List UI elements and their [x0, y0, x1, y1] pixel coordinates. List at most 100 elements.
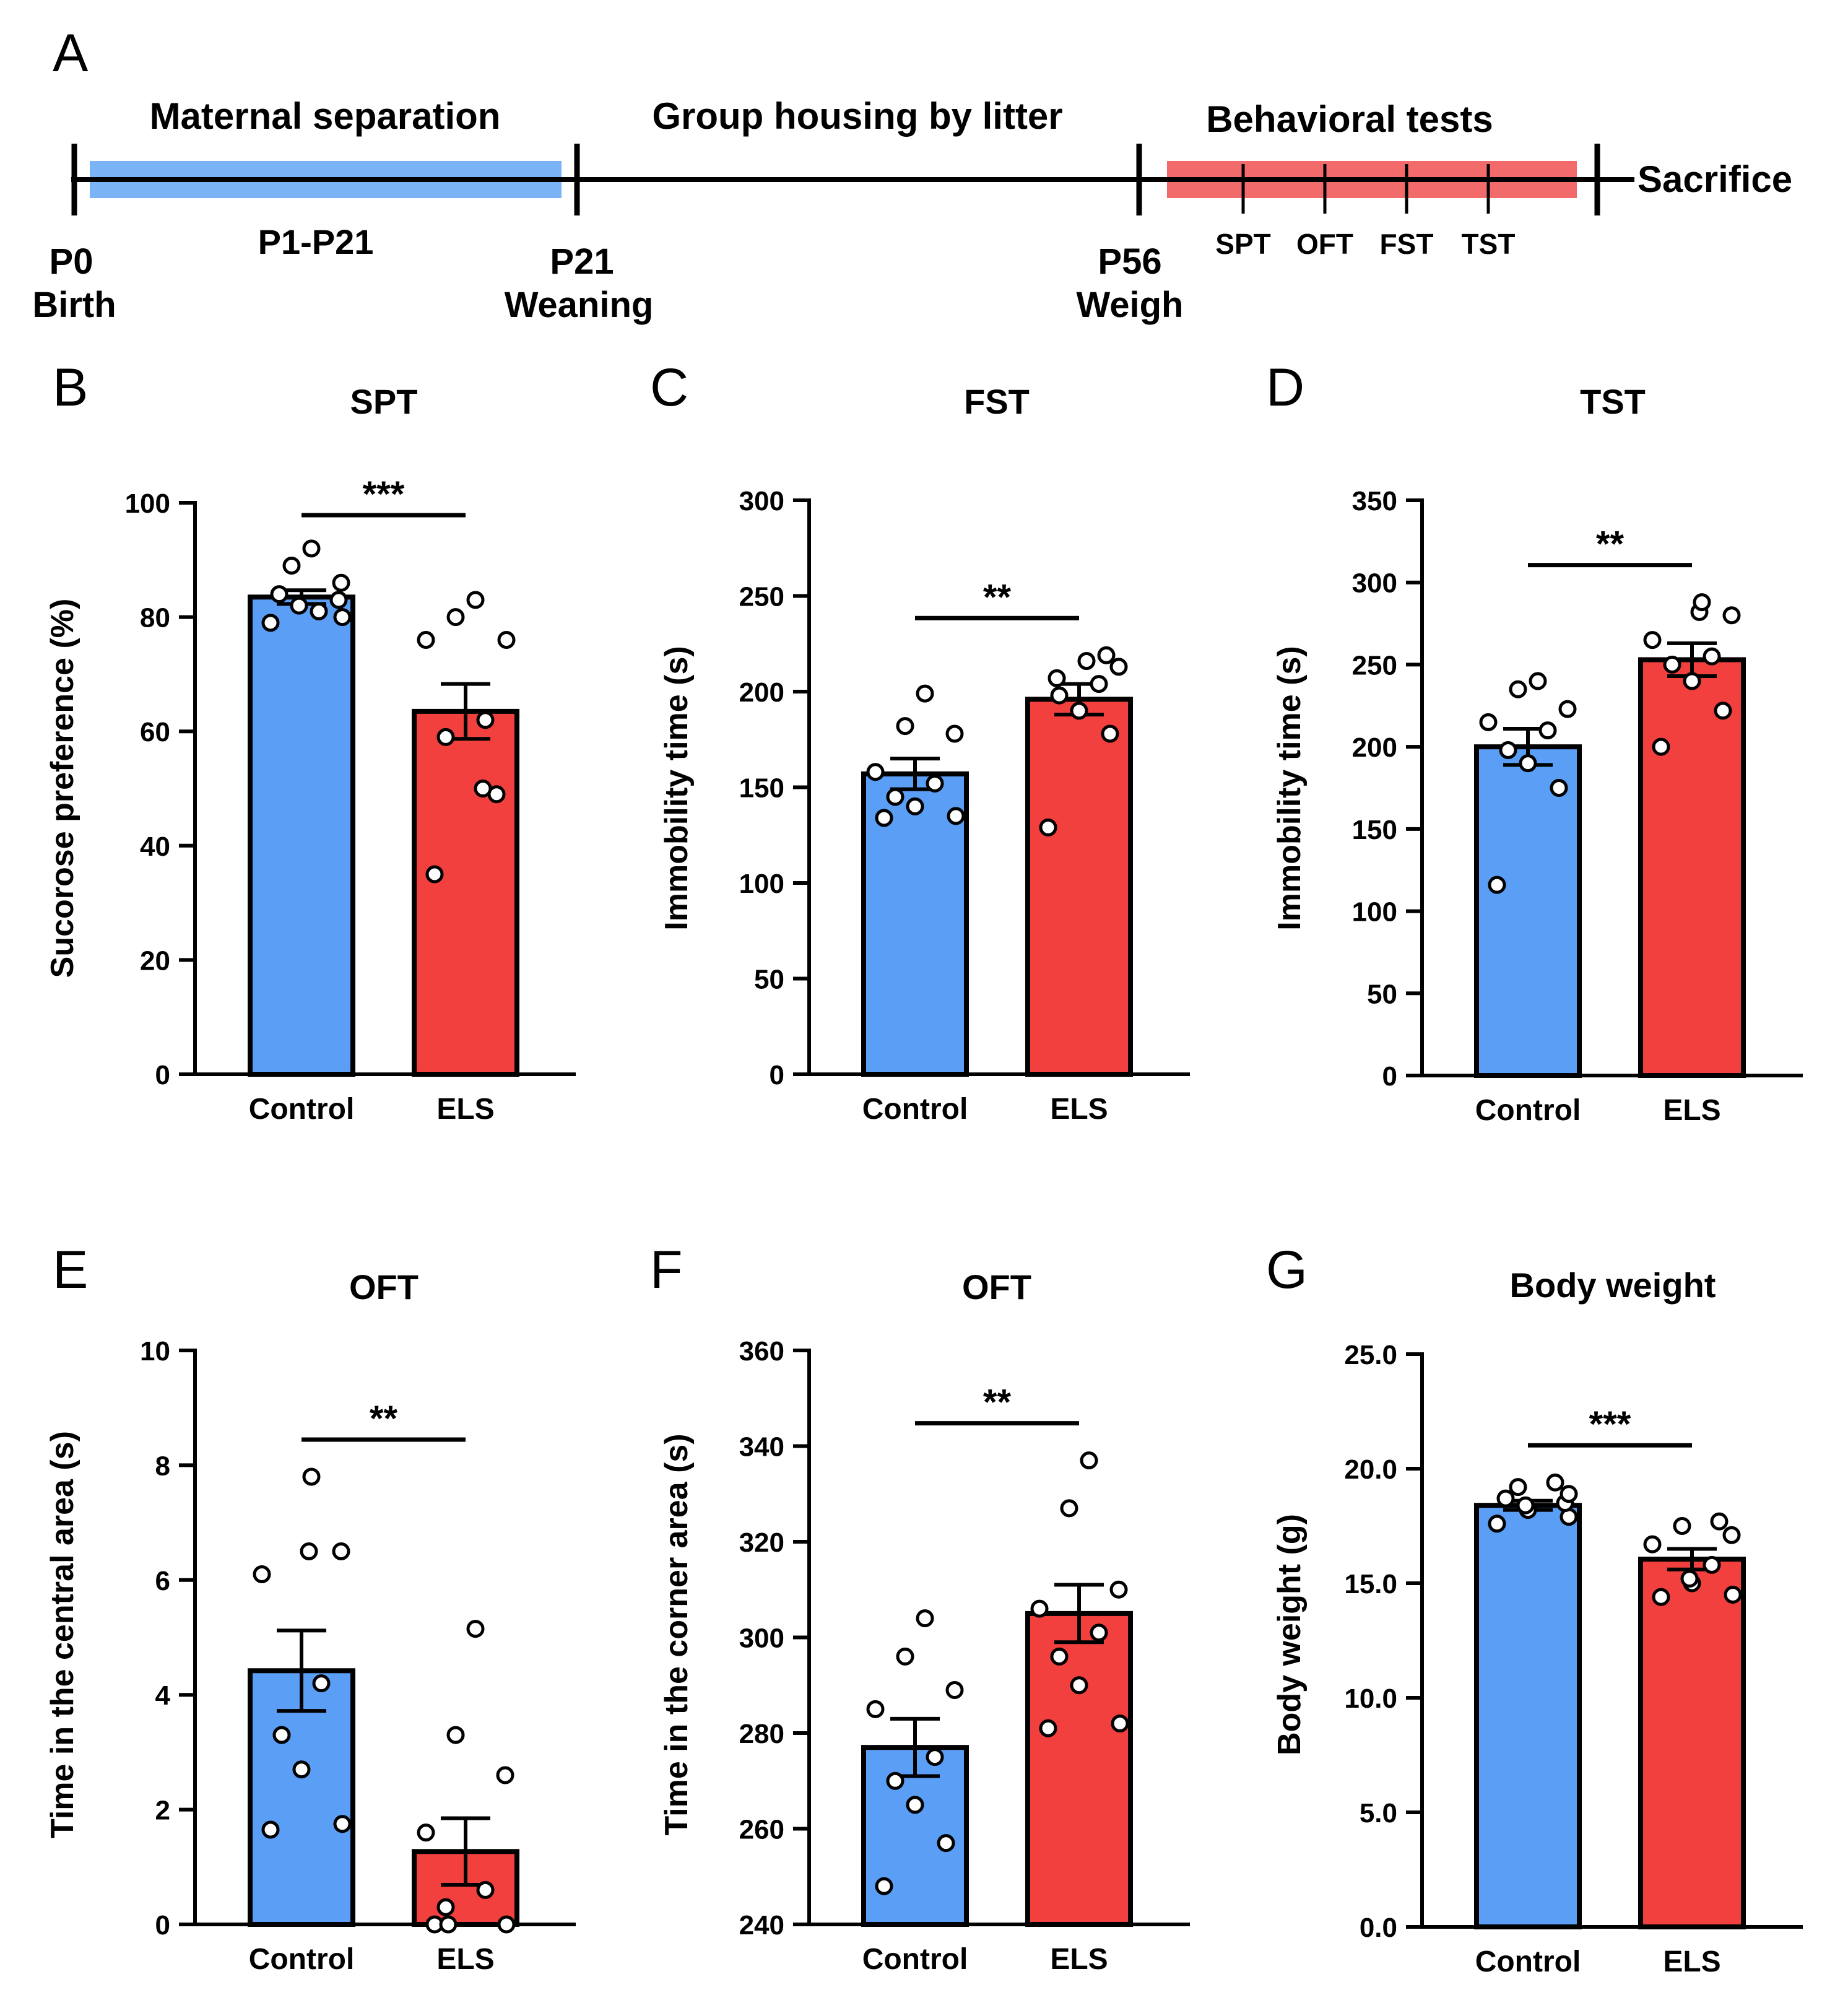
y-tick-label-e: 4 — [155, 1680, 171, 1711]
data-point-c-els — [1090, 675, 1108, 693]
data-point-b-els — [425, 865, 444, 884]
label-sacrifice: Sacrifice — [1638, 159, 1792, 200]
panel-label-c: C — [650, 358, 688, 417]
y-tick-label-g: 15.0 — [1344, 1569, 1397, 1599]
data-point-d-control — [1509, 680, 1527, 698]
data-point-g-els — [1673, 1517, 1691, 1535]
data-point-c-control — [945, 724, 964, 743]
panel-d-chart: D TST Immobility time (s) 0 50 100 150 200 250 30… — [1266, 358, 1803, 1127]
data-point-e-control — [302, 1467, 321, 1486]
data-point-f-els — [1070, 1676, 1088, 1695]
data-point-c-els — [1097, 646, 1116, 664]
y-tick-label-f: 280 — [739, 1719, 784, 1749]
data-point-f-els — [1039, 1719, 1057, 1737]
y-tick-label-b: 80 — [140, 603, 170, 633]
category-label-c-els: ELS — [1050, 1093, 1108, 1126]
data-point-c-control — [916, 684, 934, 703]
data-point-c-els — [1048, 669, 1066, 687]
milestone-day-p0: P0 — [50, 241, 93, 282]
panel-f-chart: F OFT Time in the corner area (s) 240 260 280… — [650, 1240, 1190, 1976]
data-point-g-control — [1546, 1473, 1564, 1492]
y-tick-label-f: 260 — [739, 1815, 784, 1845]
test-label-spt: SPT — [1215, 228, 1270, 260]
bar-b-els — [412, 708, 519, 1077]
y-axis-label-e: Time in the central area (s) — [45, 1431, 80, 1838]
data-point-c-control — [866, 763, 885, 781]
data-point-g-control — [1496, 1489, 1515, 1508]
test-label-fst: FST — [1380, 228, 1434, 260]
data-point-c-els — [1050, 686, 1069, 705]
y-tick-label-b: 20 — [140, 945, 170, 976]
data-point-f-els — [1090, 1623, 1108, 1642]
data-point-c-control — [896, 717, 914, 736]
data-point-c-control — [906, 797, 924, 815]
data-point-b-els — [436, 728, 455, 746]
label-separation-period: P1-P21 — [258, 222, 374, 261]
y-tick-label-e: 6 — [155, 1566, 170, 1596]
data-point-g-control — [1488, 1515, 1506, 1533]
data-point-e-control — [332, 1542, 350, 1560]
y-tick-label-b: 0 — [155, 1060, 170, 1090]
data-point-b-control — [333, 608, 352, 627]
data-point-f-control — [896, 1647, 914, 1666]
category-label-g-control: Control — [1475, 1945, 1581, 1978]
y-tick-label-b: 60 — [140, 717, 170, 747]
data-point-b-els — [476, 711, 495, 729]
y-axis-label-b: Sucorose preference (%) — [45, 599, 80, 978]
data-point-g-els — [1710, 1512, 1729, 1531]
significance-label-d: ** — [1596, 524, 1625, 565]
data-point-f-control — [866, 1700, 885, 1718]
data-point-b-control — [310, 602, 328, 620]
significance-label-g: *** — [1589, 1404, 1631, 1445]
y-tick-label-c: 100 — [739, 869, 784, 899]
data-point-b-control — [282, 557, 301, 575]
data-point-d-els — [1693, 593, 1711, 612]
significance-label-e: ** — [370, 1399, 398, 1439]
y-axis-label-d: Immobility time (s) — [1272, 646, 1308, 930]
data-point-c-els — [1077, 652, 1096, 671]
data-point-d-control — [1538, 721, 1557, 740]
data-point-c-els — [1039, 818, 1057, 837]
bar-g-control — [1474, 1503, 1582, 1929]
data-point-b-control — [270, 585, 288, 604]
y-tick-label-c: 200 — [739, 677, 784, 708]
data-point-f-control — [916, 1609, 934, 1628]
data-point-d-els — [1663, 655, 1681, 674]
category-label-e-els: ELS — [436, 1943, 494, 1976]
data-point-e-control — [261, 1820, 280, 1839]
y-tick-label-e: 10 — [140, 1336, 170, 1367]
y-tick-label-g: 20.0 — [1344, 1454, 1397, 1485]
category-label-f-els: ELS — [1050, 1943, 1108, 1976]
data-point-d-els — [1703, 647, 1721, 666]
data-point-g-els — [1703, 1555, 1721, 1574]
panel-label-a: A — [53, 24, 89, 83]
panel-label-f: F — [650, 1240, 683, 1300]
test-label-oft: OFT — [1296, 228, 1353, 260]
panel-b-chart: B SPT Sucorose preference (%) 0 20 40 60 80 100 C… — [45, 358, 576, 1126]
y-tick-label-f: 320 — [739, 1528, 784, 1558]
test-label-tst: TST — [1462, 228, 1516, 260]
chart-title-e: OFT — [349, 1267, 419, 1306]
data-point-e-els — [496, 1766, 514, 1784]
data-point-c-els — [1101, 724, 1119, 743]
data-point-b-control — [290, 596, 308, 615]
data-point-e-els — [466, 1620, 485, 1638]
category-label-f-control: Control — [862, 1943, 968, 1976]
category-label-d-control: Control — [1475, 1094, 1581, 1127]
significance-label-c: ** — [983, 577, 1012, 617]
data-point-e-control — [312, 1674, 331, 1693]
label-maternal-separation: Maternal separation — [150, 95, 501, 137]
significance-label-b: *** — [363, 474, 405, 515]
data-point-e-els — [436, 1898, 455, 1916]
data-point-e-els — [476, 1880, 495, 1899]
data-point-b-els — [417, 631, 435, 650]
label-behavioral-tests: Behavioral tests — [1206, 98, 1493, 140]
y-tick-label-d: 0 — [1382, 1061, 1397, 1092]
data-point-e-control — [272, 1726, 291, 1744]
data-point-g-els — [1724, 1586, 1742, 1604]
panel-label-g: G — [1266, 1240, 1308, 1300]
data-point-d-els — [1714, 702, 1732, 720]
category-label-e-control: Control — [249, 1943, 355, 1976]
y-tick-label-g: 10.0 — [1344, 1684, 1397, 1714]
data-point-e-els — [439, 1915, 458, 1934]
